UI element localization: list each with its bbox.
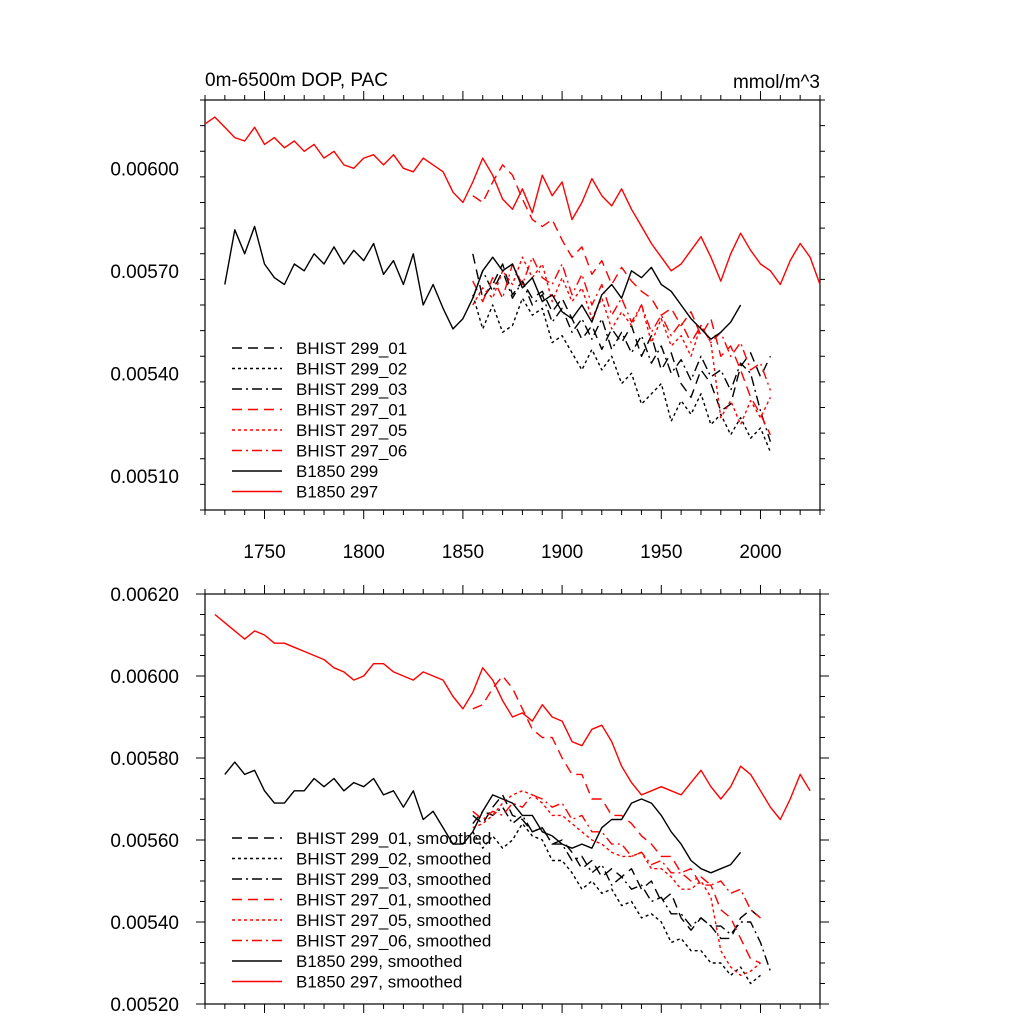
legend-label-2: BHIST 299_03, smoothed [296,870,491,889]
series-line-4 [472,256,772,426]
legend-label-4: BHIST 297_05 [296,421,407,440]
y-tick-label: 0.00540 [110,364,179,385]
series-line-7 [204,116,821,286]
series-line-4 [472,790,761,976]
y-tick-label: 0.00520 [110,995,179,1016]
panel-bottom: 0.00520 0.00540 0.00560 0.00580 0.00600 0.006… [110,585,829,1016]
legend-label-7: B1850 297 [296,483,378,502]
legend-label-6: B1850 299 [296,462,378,481]
legend-label-5: BHIST 297_06, smoothed [296,932,491,951]
legend-label-6: B1850 299, smoothed [296,952,462,971]
y-tick-label: 0.00560 [110,831,179,852]
panel-top-title-right: mmol/m^3 [733,72,820,93]
legend-label-7: B1850 297, smoothed [296,973,462,992]
series-line-5 [472,794,761,919]
series-line-1 [472,294,772,453]
y-tick-label: 0.00600 [110,159,179,180]
x-tick-label: 1900 [541,542,583,563]
legend-label-2: BHIST 299_03 [296,380,407,399]
x-tick-label: 2000 [739,542,781,563]
series-line-0 [472,794,761,940]
legend-label-1: BHIST 299_02, smoothed [296,850,491,869]
panel-bottom-series [214,613,811,985]
x-tick-label: 1750 [243,542,285,563]
panel-top-title-left: 0m-6500m DOP, PAC [205,70,388,91]
panel-top-axes: 1750 1800 1850 1900 1950 2000 0.00510 0.00540 0.… [110,91,825,563]
series-line-6 [224,225,742,340]
series-line-2 [472,806,772,972]
y-tick-label: 0.00570 [110,262,179,283]
series-line-2 [472,270,772,442]
panel-top: 0m-6500m DOP, PAC mmol/m^3 1750 1800 1850 1… [110,70,825,563]
legend-label-1: BHIST 299_02 [296,360,407,379]
legend-label-5: BHIST 297_06 [296,442,407,461]
series-line-3 [472,675,761,964]
series-line-3 [472,164,772,436]
y-tick-label: 0.00600 [110,667,179,688]
series-line-6 [224,761,742,874]
panel-bottom-axes: 0.00520 0.00540 0.00560 0.00580 0.00600 0.006… [110,585,829,1016]
y-tick-label: 0.00540 [110,913,179,934]
x-tick-label: 1950 [640,542,682,563]
series-line-1 [472,822,761,985]
legend-label-0: BHIST 299_01 [296,339,407,358]
y-tick-label: 0.00580 [110,749,179,770]
legend-label-0: BHIST 299_01, smoothed [296,829,491,848]
legend-label-3: BHIST 297_01 [296,401,407,420]
legend-label-3: BHIST 297_01, smoothed [296,891,491,910]
y-tick-label: 0.00620 [110,585,179,606]
x-tick-label: 1800 [343,542,385,563]
legend-label-4: BHIST 297_05, smoothed [296,911,491,930]
series-line-7 [214,613,811,821]
panel-bottom-legend: BHIST 299_01, smoothed BHIST 299_02, smoo… [232,829,491,992]
panel-top-series [204,116,821,453]
x-tick-label: 1850 [442,542,484,563]
y-tick-label: 0.00510 [110,467,179,488]
